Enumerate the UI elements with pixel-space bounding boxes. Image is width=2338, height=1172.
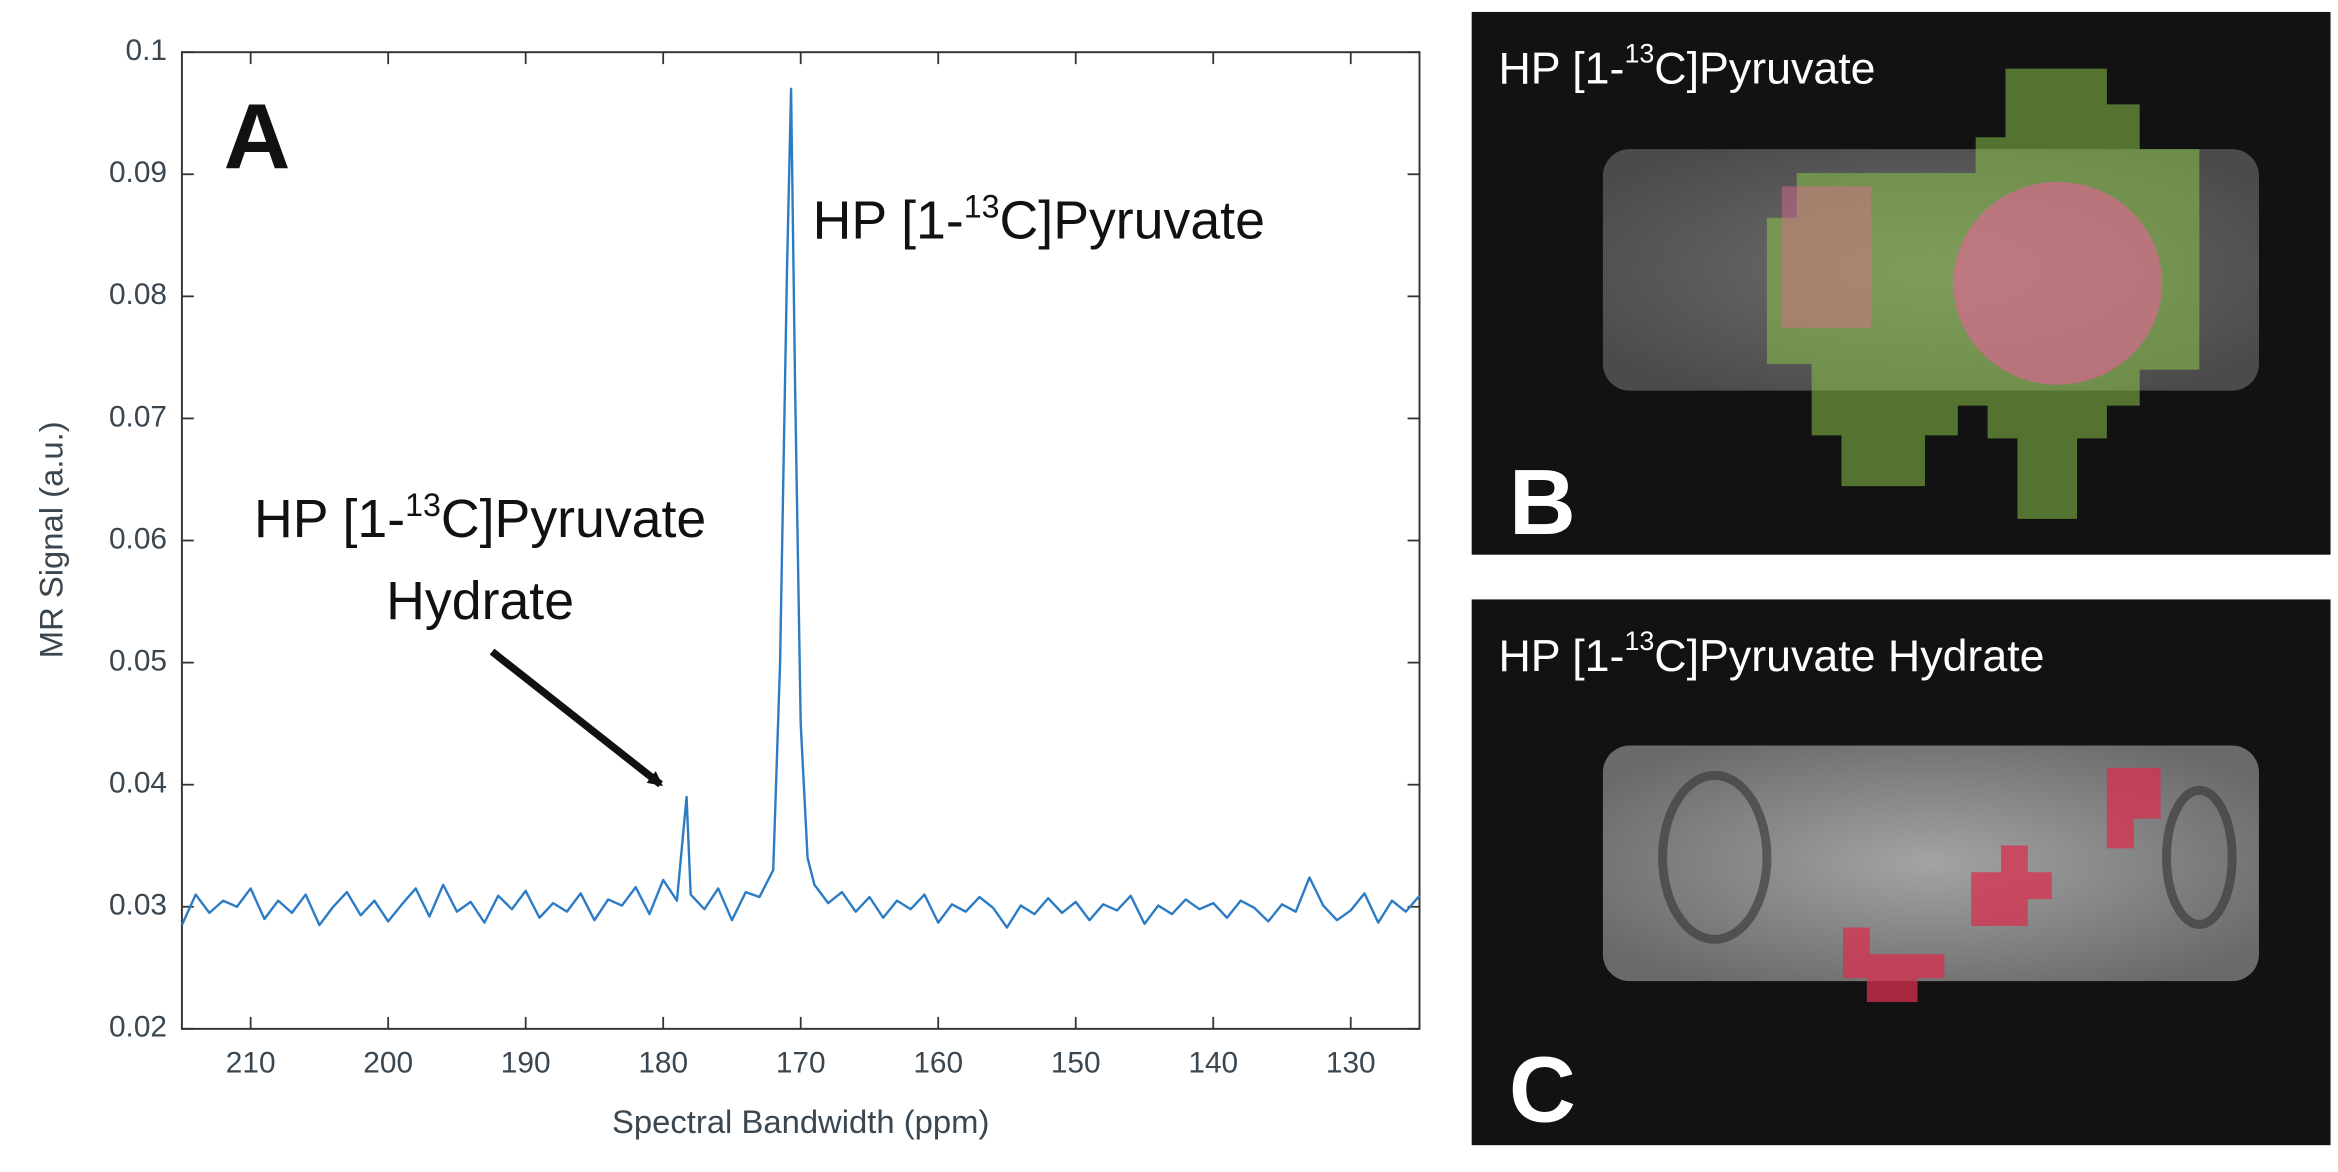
x-tick-label: 140 <box>1188 1047 1238 1080</box>
annotation-arrow <box>489 648 663 788</box>
panel-c-image <box>1471 599 2331 1146</box>
text-part: HP [1- <box>1499 45 1625 94</box>
x-tick-label: 180 <box>638 1047 688 1080</box>
text-part: HP [1- <box>254 489 405 549</box>
text-part: Hydrate <box>386 571 574 631</box>
text-part: HP [1- <box>813 191 964 251</box>
annotation: Hydrate <box>386 571 574 631</box>
x-tick-label: 150 <box>1051 1047 1101 1080</box>
text-part: 13 <box>1624 39 1654 69</box>
text-part: 13 <box>964 189 1000 225</box>
x-tick-label: 170 <box>776 1047 826 1080</box>
panel-label: A <box>224 85 291 189</box>
panel-caption: HP [1-13C]Pyruvate <box>1499 39 1876 94</box>
x-tick-label: 130 <box>1326 1047 1376 1080</box>
panel-label: C <box>1509 1037 1576 1141</box>
y-tick-label: 0.06 <box>109 522 167 555</box>
text-part: C]Pyruvate Hydrate <box>1654 632 2044 681</box>
y-tick-label: 0.07 <box>109 400 167 433</box>
x-tick-label: 190 <box>501 1047 551 1080</box>
x-tick-label: 210 <box>226 1047 276 1080</box>
x-tick-label: 160 <box>913 1047 963 1080</box>
y-tick-label: 0.03 <box>109 889 167 922</box>
y-tick-label: 0.1 <box>126 34 167 67</box>
spectrum-line <box>180 87 1421 929</box>
y-tick-label: 0.05 <box>109 644 167 677</box>
panel-label: B <box>1509 450 1576 554</box>
y-tick-label: 0.04 <box>109 767 167 800</box>
annotation: HP [1-13C]Pyruvate <box>254 487 706 549</box>
y-axis-label: MR Signal (a.u.) <box>33 421 70 658</box>
text-part: 13 <box>1624 626 1654 656</box>
y-tick-label: 0.08 <box>109 278 167 311</box>
panel-b-image <box>1471 11 2331 555</box>
y-tick-label: 0.09 <box>109 156 167 189</box>
panel-caption: HP [1-13C]Pyruvate Hydrate <box>1499 626 2045 681</box>
x-axis-label: Spectral Bandwidth (ppm) <box>612 1103 989 1140</box>
text-part: C]Pyruvate <box>1000 191 1265 251</box>
annotation: HP [1-13C]Pyruvate <box>813 189 1265 251</box>
text-part: 13 <box>405 487 441 523</box>
text-part: HP [1- <box>1499 632 1625 681</box>
text-part: C]Pyruvate <box>1654 45 1875 94</box>
text-part: C]Pyruvate <box>441 489 706 549</box>
y-tick-label: 0.02 <box>109 1011 167 1044</box>
x-tick-label: 200 <box>363 1047 413 1080</box>
